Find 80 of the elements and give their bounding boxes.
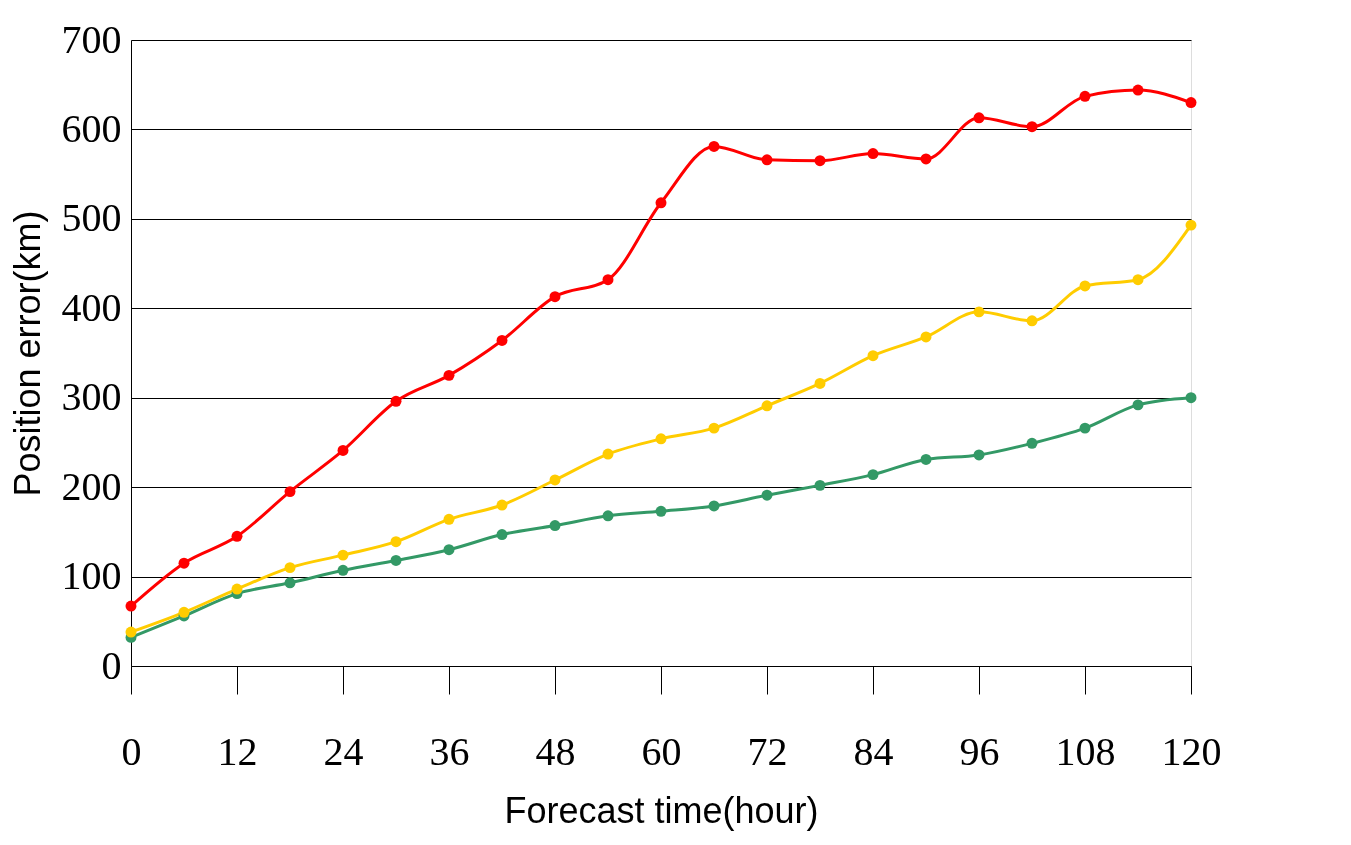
point	[655, 197, 667, 209]
point	[708, 500, 720, 512]
point	[390, 536, 402, 548]
point	[867, 469, 879, 481]
y-tick-label: 700	[61, 16, 122, 62]
y-tick-label: 0	[101, 642, 122, 688]
x-tick-label: 12	[217, 728, 258, 774]
point	[1132, 399, 1144, 411]
point	[920, 331, 932, 343]
point	[761, 489, 773, 501]
x-tick-label: 96	[959, 728, 1000, 774]
y-tick-label: 500	[61, 195, 122, 241]
point	[390, 555, 402, 566]
y-tick-label: 600	[61, 105, 122, 151]
point	[708, 140, 720, 152]
point	[1079, 422, 1091, 434]
point	[708, 422, 720, 434]
point	[231, 530, 243, 542]
point	[1079, 280, 1091, 292]
point	[284, 562, 296, 574]
point	[1185, 219, 1197, 231]
point	[178, 606, 190, 618]
point	[867, 148, 879, 160]
point	[814, 479, 826, 491]
point	[761, 154, 773, 166]
point	[337, 445, 349, 456]
point	[1185, 97, 1197, 109]
x-tick-label: 120	[1161, 728, 1222, 774]
point	[337, 564, 349, 576]
point	[125, 626, 137, 638]
point	[867, 350, 879, 362]
point	[1132, 274, 1144, 286]
point	[1185, 392, 1197, 404]
point	[973, 449, 985, 461]
point	[973, 306, 985, 318]
point	[284, 577, 296, 589]
y-tick-label: 200	[61, 463, 122, 509]
point	[1132, 84, 1144, 96]
x-tick-label: 108	[1055, 728, 1116, 774]
point	[284, 486, 296, 498]
point	[1026, 121, 1038, 133]
x-tick-label: 24	[323, 728, 364, 774]
y-axis-title: Position error(km)	[6, 210, 48, 497]
point	[973, 112, 985, 124]
x-tick-label: 84	[853, 728, 894, 774]
point	[496, 529, 508, 541]
point	[231, 583, 243, 595]
point	[655, 433, 667, 445]
y-tick-label: 100	[61, 553, 122, 599]
x-tick-label: 48	[535, 728, 576, 774]
point	[178, 557, 190, 569]
point	[1026, 437, 1038, 449]
point	[337, 549, 349, 561]
point	[814, 155, 826, 167]
point	[496, 335, 508, 346]
x-tick-label: 60	[641, 728, 682, 774]
y-tick-label: 300	[61, 374, 122, 420]
point	[125, 600, 137, 612]
point	[602, 448, 614, 460]
point	[1026, 315, 1038, 327]
point	[655, 505, 667, 517]
point	[761, 400, 773, 412]
point	[443, 513, 455, 525]
point	[443, 369, 455, 381]
point	[390, 395, 402, 407]
point	[549, 291, 561, 303]
y-tick-label: 400	[61, 284, 122, 330]
point	[920, 453, 932, 465]
x-tick-label: 72	[747, 728, 788, 774]
point	[814, 377, 826, 389]
x-axis-title: Forecast time(hour)	[504, 789, 819, 831]
point	[602, 510, 614, 522]
point	[443, 544, 455, 556]
point	[602, 274, 614, 286]
point	[920, 153, 932, 165]
point	[549, 474, 561, 486]
x-tick-label: 36	[429, 728, 470, 774]
point	[496, 499, 508, 511]
point	[1079, 90, 1091, 102]
point	[549, 520, 561, 532]
